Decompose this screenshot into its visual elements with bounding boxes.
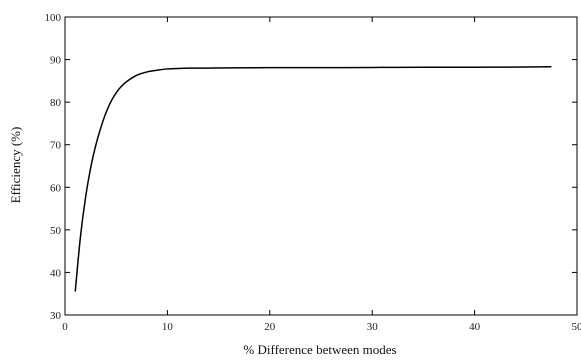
x-tick-label: 40 [469, 321, 481, 333]
plot-frame [64, 16, 578, 316]
x-axis-label: % Difference between modes [243, 342, 396, 357]
y-tick-label: 60 [50, 182, 62, 194]
y-tick-label: 100 [45, 12, 62, 24]
tick-marks: 30 40 50 60 70 80 90 100 0 10 20 30 40 50 [45, 12, 581, 333]
x-tick-label: 0 [62, 321, 68, 333]
x-tick-label: 20 [264, 321, 276, 333]
y-tick-label: 40 [50, 267, 62, 279]
y-tick-label: 80 [50, 97, 62, 109]
x-tick-label: 10 [162, 321, 174, 333]
x-tick-label: 50 [572, 321, 581, 333]
y-tick-label: 90 [50, 55, 62, 67]
y-tick-label: 70 [50, 140, 62, 152]
y-tick-label: 30 [50, 310, 62, 322]
y-axis-label: Efficiency (%) [8, 127, 23, 204]
axes [64, 16, 578, 316]
series-layer [74, 66, 552, 292]
y-tick-label: 50 [50, 225, 62, 237]
efficiency-series-line [74, 66, 552, 292]
x-tick-label: 30 [367, 321, 379, 333]
